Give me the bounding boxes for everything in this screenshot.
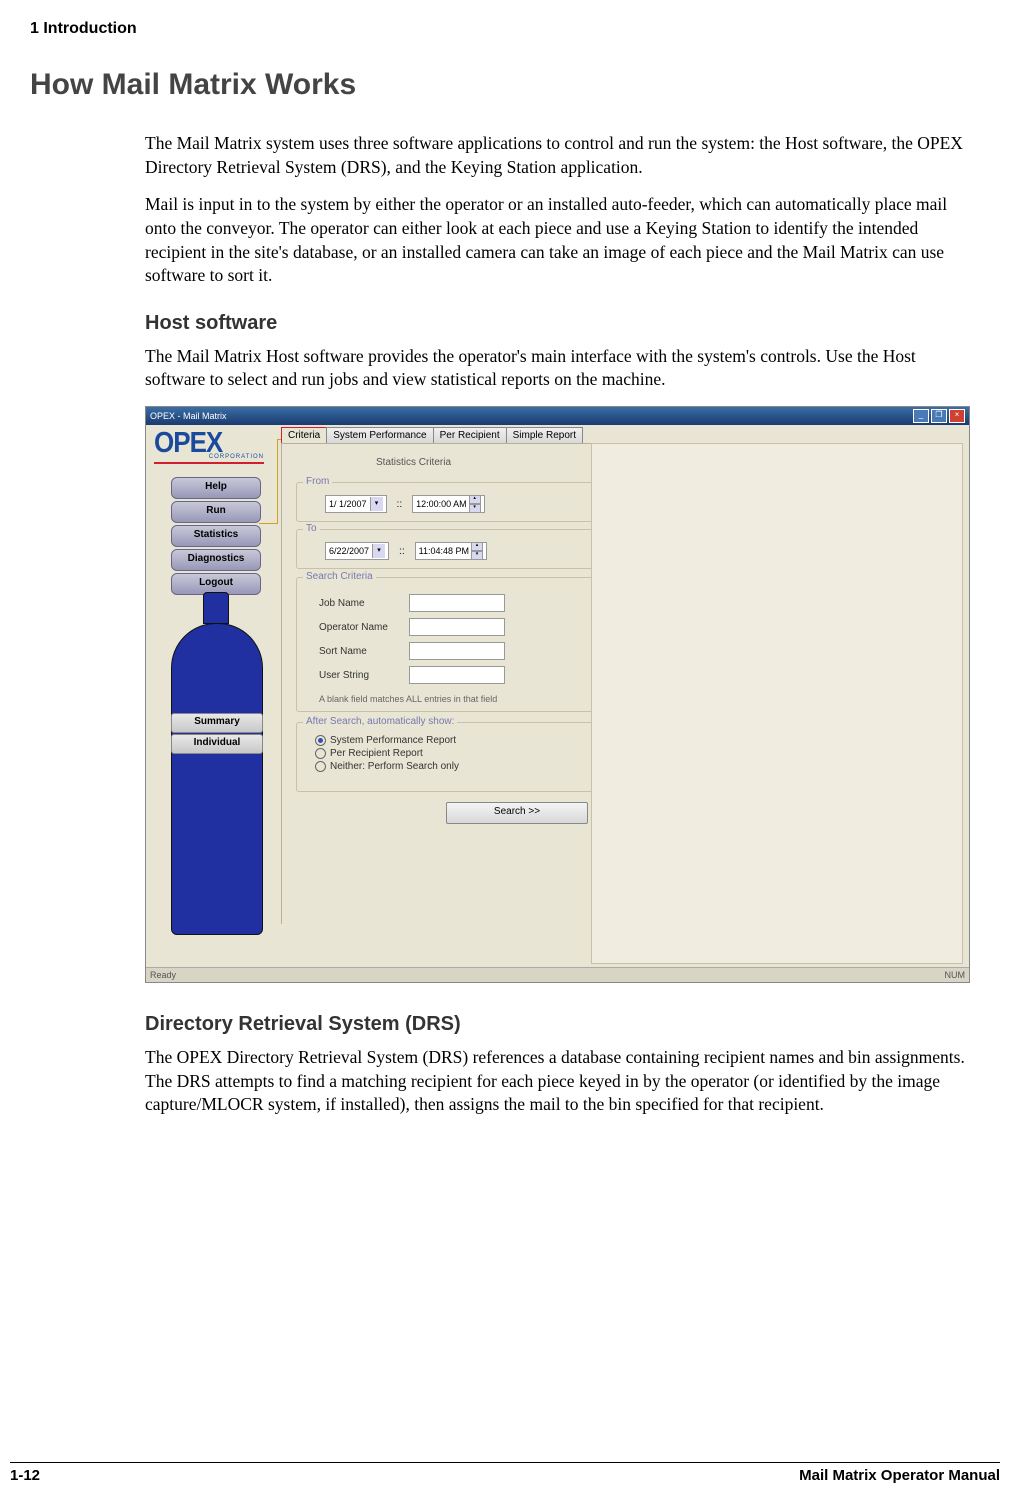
tab-system-performance[interactable]: System Performance [326, 427, 433, 444]
to-group: To 6/22/2007▾ :: 11:04:48 PM ▴▾ [296, 529, 596, 569]
from-date-picker[interactable]: 1/ 1/2007▾ [325, 495, 387, 513]
chapter-header: 1 Introduction [30, 20, 980, 38]
chevron-down-icon[interactable]: ▾ [370, 497, 383, 511]
tab-simple-report[interactable]: Simple Report [506, 427, 583, 444]
status-bar: Ready NUM [146, 967, 969, 982]
job-name-input[interactable] [409, 594, 505, 612]
search-hint: A blank field matches ALL entries in tha… [319, 694, 587, 704]
help-button[interactable]: Help [171, 477, 261, 499]
after-search-group: After Search, automatically show: System… [296, 722, 596, 792]
window-title: OPEX - Mail Matrix [150, 411, 227, 421]
connector-line [277, 439, 278, 524]
tab-criteria[interactable]: Criteria [281, 427, 327, 444]
run-button[interactable]: Run [171, 501, 261, 523]
radio-label: System Performance Report [330, 735, 456, 746]
nav-buttons: Help Run Statistics Diagnostics Logout [171, 477, 259, 597]
manual-title: Mail Matrix Operator Manual [799, 1467, 1000, 1484]
radio-system-performance[interactable] [315, 735, 326, 746]
host-software-screenshot: OPEX - Mail Matrix _ ❐ × OPEX CORPORATIO… [145, 406, 970, 983]
spinner-down-icon[interactable]: ▾ [469, 504, 481, 513]
user-string-label: User String [319, 670, 409, 681]
window-buttons: _ ❐ × [913, 409, 965, 423]
body-paragraph: The Mail Matrix system uses three softwa… [145, 132, 970, 179]
opex-logo: OPEX CORPORATION [154, 427, 264, 464]
job-name-label: Job Name [319, 598, 409, 609]
sort-name-input[interactable] [409, 642, 505, 660]
chevron-down-icon[interactable]: ▾ [372, 544, 385, 558]
operator-name-label: Operator Name [319, 622, 409, 633]
search-button[interactable]: Search >> [446, 802, 588, 824]
operator-name-input[interactable] [409, 618, 505, 636]
maximize-icon[interactable]: ❐ [931, 409, 947, 423]
minimize-icon[interactable]: _ [913, 409, 929, 423]
status-num: NUM [945, 970, 966, 980]
time-separator: :: [397, 499, 403, 510]
individual-button[interactable]: Individual [171, 734, 263, 754]
diagnostics-button[interactable]: Diagnostics [171, 549, 261, 571]
results-panel [591, 443, 963, 964]
search-criteria-group: Search Criteria Job Name Operator Name S… [296, 577, 596, 712]
user-string-input[interactable] [409, 666, 505, 684]
group-label-after: After Search, automatically show: [303, 716, 457, 727]
page-number: 1-12 [10, 1467, 40, 1484]
radio-label: Neither: Perform Search only [330, 761, 459, 772]
body-paragraph: The Mail Matrix Host software provides t… [145, 345, 970, 392]
tab-per-recipient[interactable]: Per Recipient [433, 427, 507, 444]
close-icon[interactable]: × [949, 409, 965, 423]
to-date-picker[interactable]: 6/22/2007▾ [325, 542, 389, 560]
body-paragraph: Mail is input in to the system by either… [145, 193, 970, 288]
group-label-from: From [303, 476, 332, 487]
blue-bottle-graphic [171, 592, 261, 932]
radio-neither[interactable] [315, 761, 326, 772]
group-label-search: Search Criteria [303, 571, 376, 582]
spinner-down-icon[interactable]: ▾ [471, 551, 483, 560]
connector-line [259, 523, 277, 524]
sub-buttons: Summary Individual [171, 713, 261, 755]
group-label-to: To [303, 523, 320, 534]
status-text: Ready [150, 970, 176, 980]
section-heading: Host software [145, 312, 970, 335]
to-time-picker[interactable]: 11:04:48 PM ▴▾ [415, 542, 487, 560]
page-title: How Mail Matrix Works [30, 68, 980, 102]
window-titlebar: OPEX - Mail Matrix _ ❐ × [146, 407, 969, 425]
section-heading: Directory Retrieval System (DRS) [145, 1013, 970, 1036]
page-footer: 1-12 Mail Matrix Operator Manual [10, 1462, 1000, 1484]
sort-name-label: Sort Name [319, 646, 409, 657]
summary-button[interactable]: Summary [171, 713, 263, 733]
body-paragraph: The OPEX Directory Retrieval System (DRS… [145, 1046, 970, 1117]
report-tabs: Criteria System Performance Per Recipien… [281, 427, 582, 444]
spinner-up-icon[interactable]: ▴ [471, 542, 483, 551]
from-time-picker[interactable]: 12:00:00 AM ▴▾ [412, 495, 485, 513]
statistics-button[interactable]: Statistics [171, 525, 261, 547]
from-group: From 1/ 1/2007▾ :: 12:00:00 AM ▴▾ [296, 482, 596, 522]
spinner-up-icon[interactable]: ▴ [469, 495, 481, 504]
logo-accent-bar [154, 462, 264, 464]
logo-text: OPEX [154, 425, 264, 459]
time-separator: :: [399, 546, 405, 557]
panel-title: Statistics Criteria [376, 457, 451, 468]
radio-label: Per Recipient Report [330, 748, 423, 759]
radio-per-recipient[interactable] [315, 748, 326, 759]
